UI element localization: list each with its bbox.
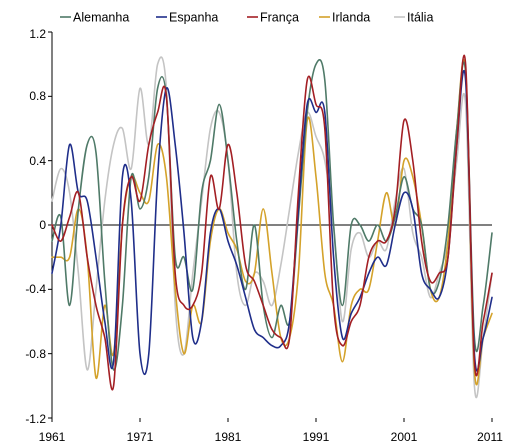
legend-entry-italia: Itália bbox=[394, 11, 433, 25]
legend-label: Espanha bbox=[169, 11, 218, 25]
legend-entry-alemanha: Alemanha bbox=[60, 11, 129, 25]
plot-area bbox=[51, 54, 493, 399]
series-line-espanha bbox=[51, 70, 493, 376]
series-line-alemanha bbox=[51, 59, 493, 371]
y-tick-label: 0.4 bbox=[29, 154, 46, 168]
x-tick-labels: 1961 1971 1981 1991 2001 2011 bbox=[39, 430, 504, 444]
series-line-irlanda bbox=[51, 59, 493, 386]
legend-entry-franca: França bbox=[247, 11, 299, 25]
series-line-italia bbox=[51, 56, 493, 399]
legend-label: Irlanda bbox=[332, 11, 370, 25]
x-tick-label: 2011 bbox=[477, 430, 503, 444]
x-tick-label: 1981 bbox=[215, 430, 242, 444]
x-tick-label: 1991 bbox=[303, 430, 330, 444]
legend-label: Alemanha bbox=[73, 11, 129, 25]
legend-label: França bbox=[260, 11, 299, 25]
y-tick-label: -0.4 bbox=[25, 282, 46, 296]
y-tick-label: 1.2 bbox=[29, 27, 46, 41]
y-tick-label: -1.2 bbox=[25, 412, 46, 426]
chart-legend: Alemanha Espanha França Irlanda Itália bbox=[60, 11, 433, 25]
x-tick-label: 1961 bbox=[39, 430, 66, 444]
y-tick-labels: 1.2 0.8 0.4 0 -0.4 -0.8 -1.2 bbox=[25, 27, 46, 426]
x-tick-label: 1971 bbox=[127, 430, 154, 444]
legend-label: Itália bbox=[407, 11, 433, 25]
x-tick-label: 2001 bbox=[391, 430, 418, 444]
series-line-franca bbox=[51, 54, 493, 391]
y-tick-label: -0.8 bbox=[25, 347, 46, 361]
y-tick-label: 0 bbox=[39, 218, 46, 232]
legend-entry-espanha: Espanha bbox=[156, 11, 218, 25]
legend-entry-irlanda: Irlanda bbox=[319, 11, 370, 25]
y-tick-label: 0.8 bbox=[29, 89, 46, 103]
